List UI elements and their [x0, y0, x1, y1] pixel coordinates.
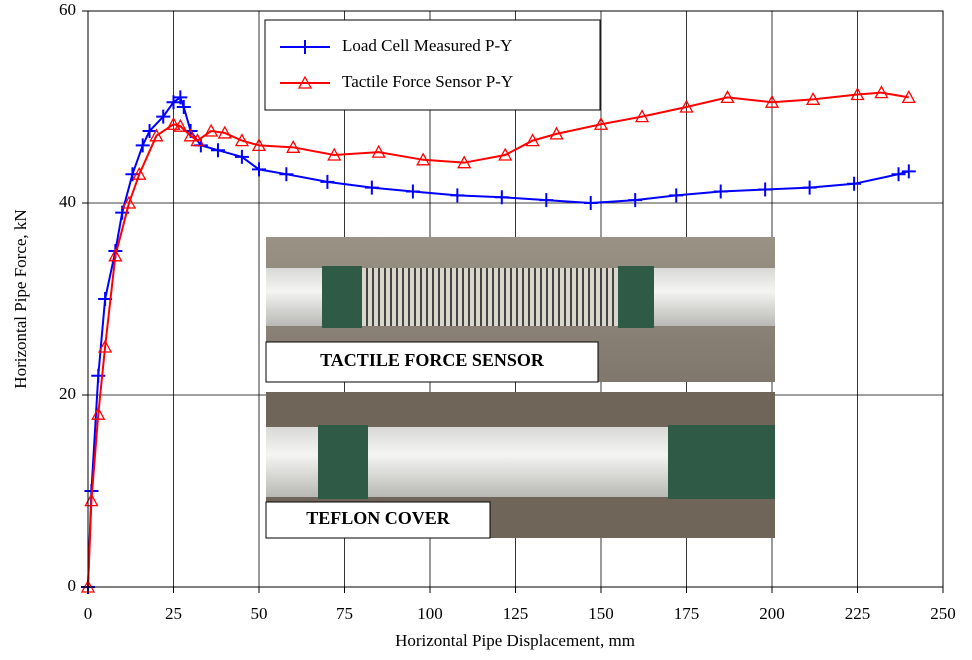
label-box [265, 501, 491, 539]
marker [720, 90, 735, 104]
marker [628, 193, 643, 208]
marker [234, 133, 249, 147]
marker [204, 123, 219, 137]
marker [279, 167, 294, 182]
x-tick-label: 100 [417, 604, 443, 623]
marker [498, 147, 513, 161]
x-tick-label: 0 [84, 604, 93, 623]
marker [713, 184, 728, 199]
marker [364, 180, 379, 195]
marker [494, 190, 509, 205]
marker [539, 193, 554, 208]
legend: Load Cell Measured P-Y Tactile Force Sens… [264, 19, 601, 111]
marker [847, 176, 862, 191]
marker [416, 152, 431, 166]
y-tick-label: 60 [59, 0, 76, 19]
marker [135, 138, 150, 153]
marker [891, 167, 906, 182]
marker [805, 91, 821, 105]
marker [593, 116, 609, 130]
x-tick-label: 250 [930, 604, 956, 623]
insets: TACTILE FORCE SENSOR TEFLON COVER [265, 237, 775, 539]
x-tick-label: 50 [251, 604, 268, 623]
marker [850, 87, 865, 101]
marker [758, 182, 773, 197]
marker [371, 144, 386, 158]
marker [320, 174, 335, 189]
series-line [87, 91, 909, 588]
marker [457, 155, 472, 169]
marker [173, 118, 188, 132]
marker [91, 406, 106, 420]
marker [132, 166, 147, 180]
marker [297, 75, 313, 89]
y-tick-label: 40 [59, 192, 76, 211]
x-tick-label: 225 [845, 604, 871, 623]
marker [156, 109, 171, 124]
legend-box [264, 19, 601, 111]
x-tick-label: 175 [674, 604, 700, 623]
series-line [87, 95, 910, 588]
marker [327, 147, 342, 161]
x-tick-label: 125 [503, 604, 529, 623]
y-tick-label: 0 [68, 576, 77, 595]
marker [634, 109, 650, 123]
inset-label: TEFLON COVER [306, 508, 451, 528]
marker [901, 90, 916, 104]
marker [901, 164, 916, 179]
tape [618, 266, 654, 328]
marker [669, 188, 684, 203]
label-box [265, 341, 599, 383]
marker [217, 125, 232, 139]
marker [176, 100, 191, 114]
marker [764, 94, 780, 108]
marker [679, 99, 694, 113]
x-tick-label: 200 [759, 604, 785, 623]
marker [286, 139, 301, 153]
marker [173, 90, 188, 105]
marker [142, 124, 157, 138]
x-tick-label: 150 [588, 604, 614, 623]
tape [668, 425, 775, 499]
marker [405, 184, 420, 199]
y-axis-label: Horizontal Pipe Force, kN [11, 209, 30, 388]
tape [318, 425, 368, 499]
marker [98, 339, 113, 353]
marker [210, 143, 225, 158]
x-axis-label: Horizontal Pipe Displacement, mm [395, 631, 635, 650]
marker [549, 126, 564, 140]
marker [125, 167, 140, 182]
marker [166, 116, 181, 130]
marker [874, 85, 889, 99]
marker [234, 149, 249, 164]
x-tick-label: 75 [336, 604, 353, 623]
legend-label: Load Cell Measured P-Y [342, 36, 512, 55]
y-tick-label: 20 [59, 384, 76, 403]
inset-label: TACTILE FORCE SENSOR [320, 350, 545, 370]
legend-label: Tactile Force Sensor P-Y [342, 72, 513, 91]
plot [80, 85, 916, 594]
marker [149, 128, 164, 142]
sensor [360, 268, 620, 326]
marker [121, 195, 137, 209]
tape [322, 266, 362, 328]
marker [450, 188, 465, 203]
marker [190, 133, 205, 147]
marker [802, 180, 817, 195]
marker [525, 133, 540, 147]
marker [183, 128, 198, 142]
marker [251, 138, 267, 152]
marker [252, 162, 266, 177]
marker [583, 196, 598, 210]
x-tick-label: 25 [165, 604, 182, 623]
marker [108, 248, 123, 262]
marker [298, 40, 312, 54]
